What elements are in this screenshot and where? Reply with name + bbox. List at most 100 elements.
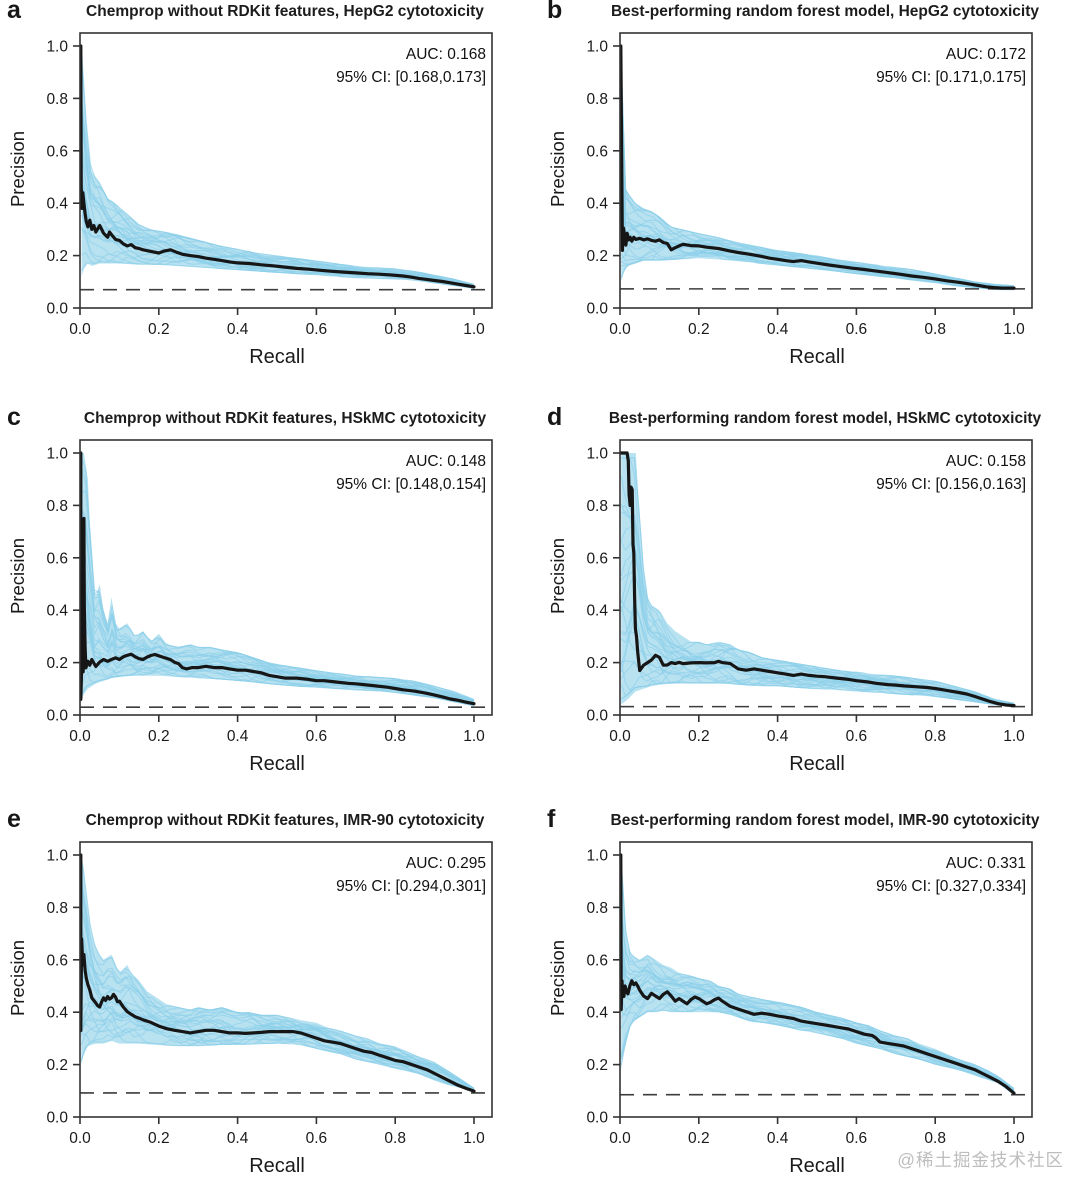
x-axis-label-d: Recall xyxy=(789,753,845,775)
x-tick-label: 0.2 xyxy=(688,321,710,338)
bootstrap-curve xyxy=(80,873,475,1089)
panel-title-a: Chemprop without RDKit features, HepG2 c… xyxy=(86,3,484,20)
y-tick-label: 0.0 xyxy=(586,301,608,318)
axis-ticks: 0.0 0.2 0.4 0.6 0.8 1.0 0.0 0.2 0.4 0.6 0.8 1.0 xyxy=(46,848,485,1148)
plot-area xyxy=(80,44,492,291)
bootstrap-curve xyxy=(80,517,475,701)
auc-annotation: AUC: 0.172 xyxy=(946,46,1026,63)
bootstrap-curve xyxy=(80,887,475,1089)
pr-plot-c: 0.0 0.2 0.4 0.6 0.8 1.0 0.0 0.2 0.4 0.6 0.8 1.0 AUC:… xyxy=(46,439,493,746)
bootstrap-curve xyxy=(80,928,475,1090)
watermark: @稀土掘金技术社区 xyxy=(897,1150,1064,1170)
plot-frame xyxy=(79,841,493,1118)
x-tick-label: 0.6 xyxy=(306,1130,328,1147)
bootstrap-curve xyxy=(620,928,1015,1091)
panel-title-d: Best-performing random forest model, HSk… xyxy=(608,410,1042,427)
y-tick-label: 0.8 xyxy=(586,91,608,108)
x-tick-label: 1.0 xyxy=(1003,1130,1025,1147)
y-tick-label: 0.2 xyxy=(46,248,68,265)
axis-ticks: 0.0 0.2 0.4 0.6 0.8 1.0 0.0 0.2 0.4 0.6 0.8 1.0 xyxy=(46,446,485,746)
x-tick-label: 0.8 xyxy=(384,1130,406,1147)
y-tick-label: 1.0 xyxy=(46,848,68,865)
panel-letter-b: b xyxy=(547,0,563,24)
y-tick-label: 0.0 xyxy=(46,708,68,725)
x-tick-label: 1.0 xyxy=(1003,728,1025,745)
pr-plot-d: 0.0 0.2 0.4 0.6 0.8 1.0 0.0 0.2 0.4 0.6 0.8 1.0 AUC:… xyxy=(586,439,1033,745)
y-tick-label: 0.8 xyxy=(46,900,68,917)
x-tick-label: 0.4 xyxy=(767,1130,789,1147)
panel-d: d Best-performing random forest model, H… xyxy=(540,403,1080,801)
bootstrap-curve xyxy=(80,591,475,704)
y-tick-label: 0.2 xyxy=(586,655,608,672)
x-tick-label: 1.0 xyxy=(463,1130,485,1147)
panel-c: c Chemprop without RDKit features, HSkMC… xyxy=(0,403,540,801)
y-tick-label: 0.8 xyxy=(46,498,68,515)
auc-annotation: AUC: 0.148 xyxy=(406,453,486,470)
plot-frame xyxy=(79,32,493,309)
mean-pr-curve xyxy=(80,853,476,1093)
x-axis-label-b: Recall xyxy=(789,346,845,368)
auc-annotation: AUC: 0.168 xyxy=(406,46,486,63)
mean-pr-curve xyxy=(80,44,476,289)
plot-area xyxy=(80,451,492,708)
x-tick-label: 0.4 xyxy=(227,1130,249,1147)
x-tick-label: 0.0 xyxy=(609,1130,631,1147)
bootstrap-curve xyxy=(81,204,475,289)
y-tick-label: 0.6 xyxy=(46,550,68,567)
y-tick-label: 0.2 xyxy=(46,655,68,672)
x-tick-label: 0.8 xyxy=(924,728,946,745)
pr-plot-e: 0.0 0.2 0.4 0.6 0.8 1.0 0.0 0.2 0.4 0.6 0.8 1.0 AUC:… xyxy=(46,841,493,1148)
axis-ticks: 0.0 0.2 0.4 0.6 0.8 1.0 0.0 0.2 0.4 0.6 0.8 1.0 xyxy=(46,39,485,339)
x-tick-label: 0.8 xyxy=(384,728,406,745)
ci-annotation: 95% CI: [0.171,0.175] xyxy=(876,69,1026,86)
plot-area xyxy=(80,853,492,1094)
y-tick-label: 0.4 xyxy=(586,196,608,213)
bootstrap-curve xyxy=(81,100,475,286)
y-tick-label: 0.6 xyxy=(46,952,68,969)
bootstrap-curve xyxy=(620,537,1015,706)
x-tick-label: 0.4 xyxy=(227,728,249,745)
y-tick-label: 1.0 xyxy=(586,848,608,865)
bootstrap-curve xyxy=(81,109,475,286)
x-tick-label: 0.8 xyxy=(924,1130,946,1147)
y-tick-label: 1.0 xyxy=(586,446,608,463)
ci-annotation: 95% CI: [0.294,0.301] xyxy=(336,878,486,895)
x-axis-label-c: Recall xyxy=(249,753,305,775)
y-tick-label: 0.2 xyxy=(46,1057,68,1074)
x-tick-label: 0.0 xyxy=(609,728,631,745)
x-tick-label: 0.6 xyxy=(846,321,868,338)
x-tick-label: 0.2 xyxy=(148,321,170,338)
y-tick-label: 0.0 xyxy=(46,301,68,318)
plot-frame xyxy=(79,439,493,716)
y-tick-label: 0.0 xyxy=(586,708,608,725)
x-tick-label: 0.4 xyxy=(767,321,789,338)
x-tick-label: 0.6 xyxy=(846,1130,868,1147)
y-tick-label: 0.0 xyxy=(46,1110,68,1127)
y-tick-label: 1.0 xyxy=(46,39,68,56)
x-tick-label: 0.4 xyxy=(227,321,249,338)
mean-pr-curve xyxy=(620,44,1016,290)
mean-pr-curve xyxy=(80,451,476,706)
y-tick-label: 0.8 xyxy=(586,900,608,917)
panel-title-b: Best-performing random forest model, Hep… xyxy=(610,3,1040,20)
panel-letter-d: d xyxy=(547,403,563,431)
panel-letter-e: e xyxy=(7,805,21,833)
ci-annotation: 95% CI: [0.327,0.334] xyxy=(876,878,1026,895)
panel-b: b Best-performing random forest model, H… xyxy=(540,0,1080,394)
bootstrap-curve xyxy=(80,1000,475,1092)
bootstrap-curve xyxy=(620,63,1015,287)
x-tick-label: 0.6 xyxy=(846,728,868,745)
x-tick-label: 0.2 xyxy=(148,1130,170,1147)
bootstrap-curve xyxy=(80,859,475,1089)
y-tick-label: 0.0 xyxy=(586,1110,608,1127)
y-tick-label: 0.4 xyxy=(46,196,68,213)
x-tick-label: 0.2 xyxy=(688,728,710,745)
auc-annotation: AUC: 0.295 xyxy=(406,855,486,872)
mean-pr-curve xyxy=(620,451,1016,708)
y-tick-label: 0.4 xyxy=(46,1005,68,1022)
auc-annotation: AUC: 0.331 xyxy=(946,855,1026,872)
x-tick-label: 0.2 xyxy=(148,728,170,745)
bootstrap-curve xyxy=(80,1018,475,1092)
x-tick-label: 0.0 xyxy=(609,321,631,338)
axis-ticks: 0.0 0.2 0.4 0.6 0.8 1.0 0.0 0.2 0.4 0.6 0.8 1.0 xyxy=(586,39,1025,339)
